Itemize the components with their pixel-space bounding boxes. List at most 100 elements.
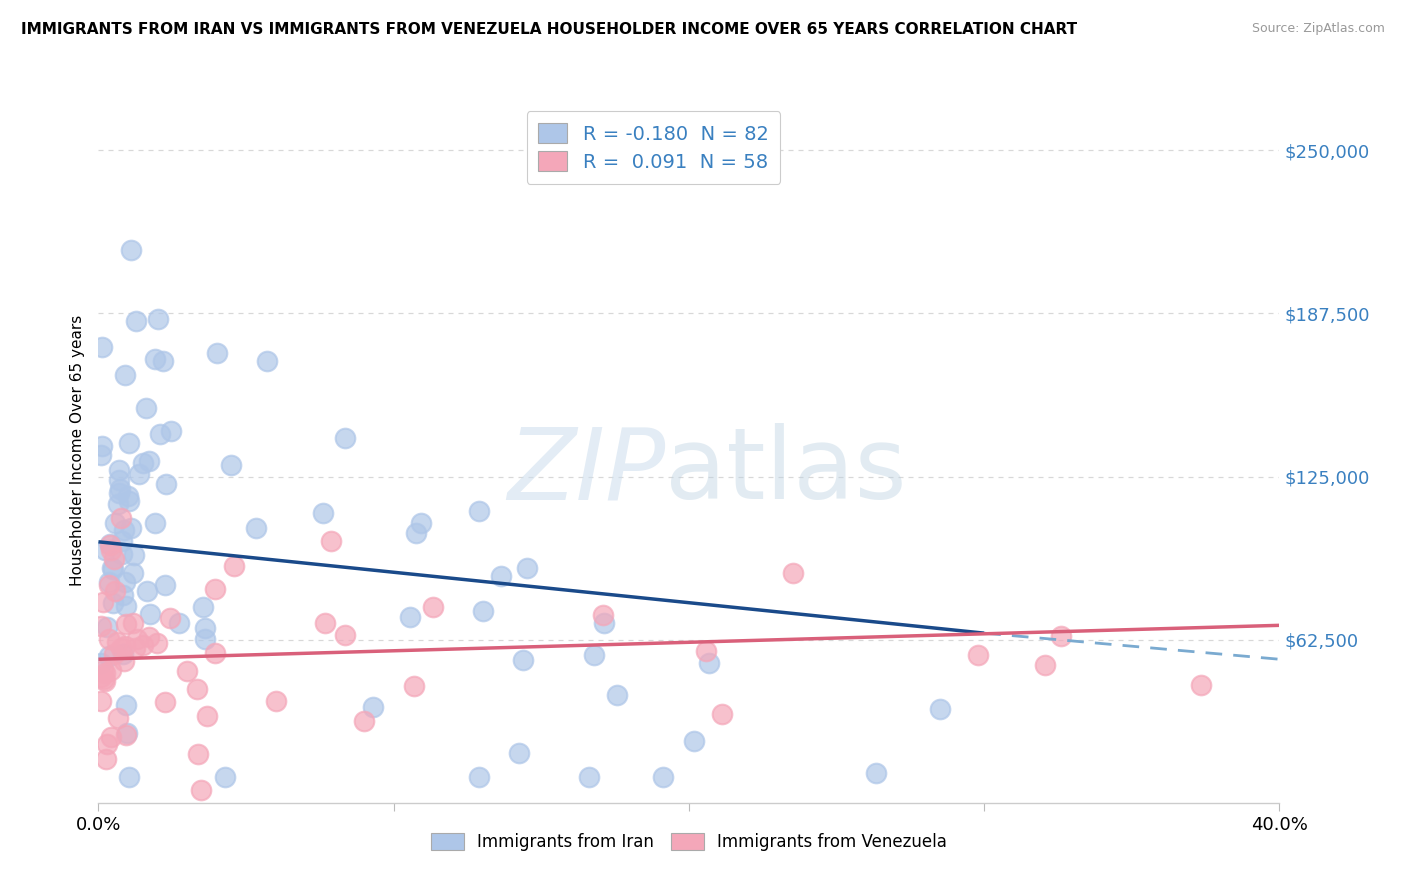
- Point: [361, 699, 384, 714]
- Point: [104, 583, 127, 598]
- Point: [90, 618, 112, 632]
- Point: [98, 537, 121, 551]
- Point: [319, 534, 342, 549]
- Point: [204, 646, 226, 660]
- Point: [187, 747, 209, 761]
- Point: [471, 604, 494, 618]
- Point: [98, 632, 121, 647]
- Point: [114, 368, 136, 382]
- Point: [94, 666, 117, 681]
- Point: [111, 533, 134, 548]
- Point: [114, 639, 136, 653]
- Point: [152, 354, 174, 368]
- Point: [90, 439, 112, 453]
- Point: [121, 566, 143, 580]
- Point: [583, 648, 606, 662]
- Point: [124, 641, 146, 656]
- Point: [103, 647, 125, 661]
- Point: [94, 542, 117, 557]
- Point: [512, 653, 534, 667]
- Point: [159, 611, 181, 625]
- Point: [96, 620, 118, 634]
- Point: [105, 635, 128, 649]
- Point: [115, 725, 138, 739]
- Point: [865, 765, 887, 780]
- Point: [125, 314, 148, 328]
- Point: [219, 458, 242, 473]
- Point: [193, 600, 215, 615]
- Point: [96, 752, 118, 766]
- Point: [1189, 678, 1212, 692]
- Point: [468, 504, 491, 518]
- Point: [108, 483, 131, 497]
- Point: [966, 648, 988, 663]
- Point: [111, 547, 134, 561]
- Point: [333, 628, 356, 642]
- Point: [91, 595, 114, 609]
- Point: [195, 709, 218, 723]
- Point: [467, 770, 489, 784]
- Point: [115, 599, 138, 613]
- Text: IMMIGRANTS FROM IRAN VS IMMIGRANTS FROM VENEZUELA HOUSEHOLDER INCOME OVER 65 YEA: IMMIGRANTS FROM IRAN VS IMMIGRANTS FROM …: [21, 22, 1077, 37]
- Point: [110, 511, 132, 525]
- Point: [127, 632, 149, 646]
- Text: ZIP: ZIP: [508, 423, 665, 520]
- Point: [143, 516, 166, 530]
- Point: [132, 638, 155, 652]
- Point: [155, 695, 177, 709]
- Point: [112, 654, 135, 668]
- Point: [264, 694, 287, 708]
- Point: [104, 516, 127, 530]
- Point: [312, 506, 335, 520]
- Point: [114, 698, 136, 713]
- Point: [122, 548, 145, 562]
- Point: [90, 670, 112, 684]
- Point: [314, 616, 336, 631]
- Point: [136, 583, 159, 598]
- Point: [103, 562, 125, 576]
- Point: [245, 521, 267, 535]
- Point: [138, 630, 160, 644]
- Point: [108, 485, 131, 500]
- Point: [155, 577, 177, 591]
- Point: [90, 448, 112, 462]
- Text: atlas: atlas: [665, 423, 907, 520]
- Point: [94, 674, 117, 689]
- Point: [117, 435, 139, 450]
- Point: [128, 467, 150, 481]
- Point: [399, 609, 422, 624]
- Point: [112, 648, 135, 662]
- Point: [97, 578, 120, 592]
- Point: [143, 352, 166, 367]
- Point: [103, 552, 125, 566]
- Point: [111, 588, 134, 602]
- Point: [91, 663, 114, 677]
- Point: [190, 782, 212, 797]
- Point: [683, 734, 706, 748]
- Point: [110, 640, 132, 655]
- Point: [122, 616, 145, 631]
- Point: [90, 694, 112, 708]
- Point: [929, 702, 952, 716]
- Point: [508, 747, 530, 761]
- Point: [118, 494, 141, 508]
- Point: [186, 681, 208, 696]
- Point: [353, 714, 375, 728]
- Point: [402, 679, 425, 693]
- Point: [222, 559, 245, 574]
- Point: [592, 608, 614, 623]
- Point: [194, 621, 217, 635]
- Point: [411, 516, 433, 530]
- Point: [98, 538, 121, 552]
- Point: [120, 243, 142, 257]
- Point: [107, 497, 129, 511]
- Point: [159, 425, 181, 439]
- Point: [118, 770, 141, 784]
- Point: [90, 656, 112, 670]
- Point: [1049, 629, 1071, 643]
- Point: [204, 582, 226, 596]
- Point: [132, 456, 155, 470]
- Point: [194, 632, 217, 646]
- Point: [97, 648, 120, 663]
- Legend: Immigrants from Iran, Immigrants from Venezuela: Immigrants from Iran, Immigrants from Ve…: [423, 826, 955, 858]
